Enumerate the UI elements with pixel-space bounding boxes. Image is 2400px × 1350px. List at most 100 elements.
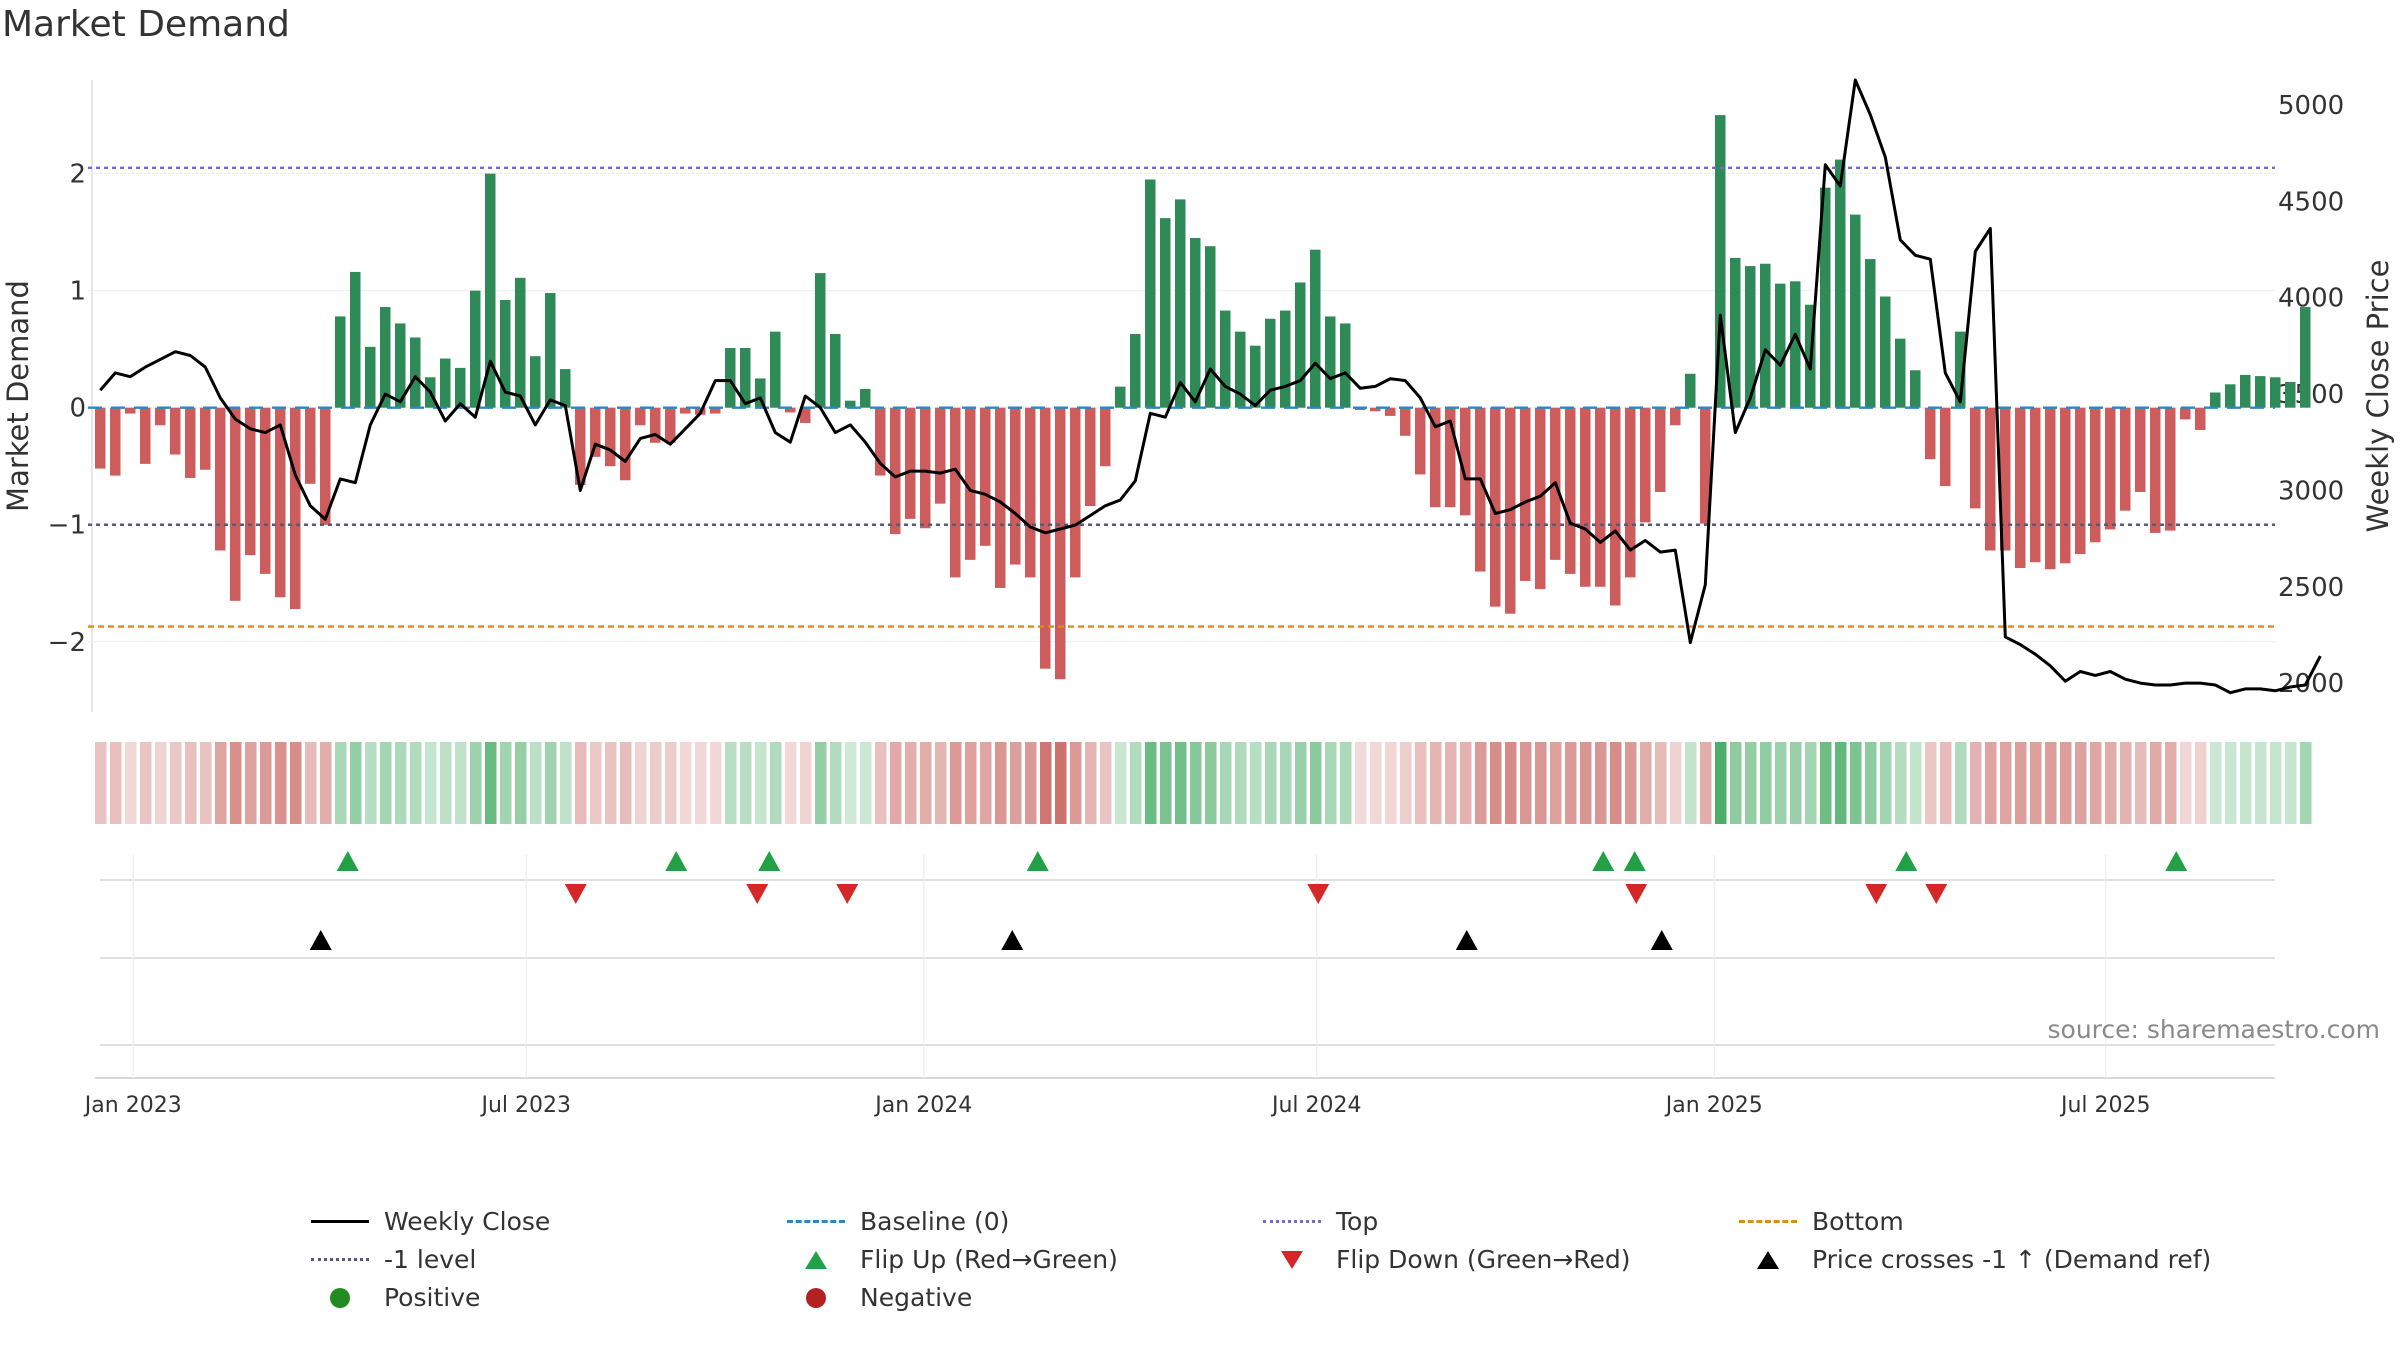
heat-strip-cell <box>1925 742 1937 824</box>
demand-bar <box>500 300 511 408</box>
xtick-label: Jan 2023 <box>83 1093 182 1118</box>
demand-bar <box>1490 407 1501 607</box>
heat-strip-cell <box>2060 742 2072 824</box>
heat-strip-cell <box>1790 742 1802 824</box>
demand-bar <box>1265 318 1276 408</box>
demand-bar <box>545 293 556 408</box>
xtick-label: Jul 2023 <box>479 1093 571 1118</box>
demand-bar <box>290 407 301 610</box>
demand-bar <box>1625 407 1636 578</box>
demand-bar <box>1160 218 1171 408</box>
heat-strip-cell <box>545 742 557 824</box>
demand-bar <box>140 407 151 464</box>
demand-bar <box>1025 407 1036 578</box>
heat-strip-cell <box>1835 742 1847 824</box>
demand-bar <box>2045 407 2056 570</box>
flip-down-marker <box>746 884 769 904</box>
price-cross-marker <box>1001 930 1024 950</box>
demand-bar <box>770 331 781 408</box>
heat-strip-cell <box>365 742 377 824</box>
demand-bar <box>650 407 661 443</box>
demand-bar <box>2270 377 2281 408</box>
heat-strip-cell <box>815 742 827 824</box>
demand-bar <box>575 407 586 485</box>
left-axis-title: Market Demand <box>1 280 35 512</box>
demand-bar <box>2210 392 2221 408</box>
heat-strip-cell <box>650 742 662 824</box>
demand-bar <box>2105 407 2116 530</box>
heat-strip-cell <box>2075 742 2087 824</box>
demand-bar <box>1340 323 1351 408</box>
demand-bar <box>155 407 166 426</box>
legend-minus1-label: -1 level <box>384 1245 477 1274</box>
demand-bar <box>1520 407 1531 581</box>
heat-strip-cell <box>2015 742 2027 824</box>
heat-strip-cell <box>185 742 197 824</box>
demand-bar <box>875 407 886 476</box>
heat-strip-cell <box>1580 742 1592 824</box>
demand-bar <box>1325 316 1336 408</box>
xtick-label: Jul 2024 <box>1270 1093 1362 1118</box>
legend-minus1: -1 level <box>310 1245 476 1274</box>
heat-strip-cell <box>1625 742 1637 824</box>
flip-down-marker <box>1307 884 1330 904</box>
demand-bar <box>1670 407 1681 426</box>
demand-bar <box>1565 407 1576 574</box>
legend-weekly-close-label: Weekly Close <box>384 1207 551 1236</box>
demand-bar <box>605 407 616 467</box>
heat-strip-cell <box>1085 742 1097 824</box>
demand-bar <box>335 316 346 408</box>
left-ytick-label: 2 <box>69 160 86 190</box>
demand-bar <box>2195 407 2206 430</box>
heat-strip-cell <box>1280 742 1292 824</box>
demand-bar <box>755 378 766 408</box>
heat-strip-cell <box>2255 742 2267 824</box>
legend-top-label: Top <box>1336 1207 1379 1236</box>
heat-strip-cell <box>1265 742 1277 824</box>
flip-up-marker <box>758 851 781 871</box>
heat-strip-cell <box>1325 742 1337 824</box>
heat-strip-cell <box>1235 742 1247 824</box>
heat-strip-cell <box>1970 742 1982 824</box>
heat-strip-cell <box>1535 742 1547 824</box>
heat-strip-cell <box>1820 742 1832 824</box>
demand-bar <box>215 407 226 551</box>
heat-strip-cell <box>965 742 977 824</box>
heat-strip-cell <box>1115 742 1127 824</box>
demand-bar <box>530 356 541 408</box>
heat-strip-cell <box>770 742 782 824</box>
heat-strip-cell <box>275 742 287 824</box>
demand-bar <box>665 407 676 443</box>
demand-bar <box>1880 296 1891 408</box>
heat-strip-cell <box>290 742 302 824</box>
heat-strip-cell <box>935 742 947 824</box>
demand-bar <box>1700 407 1711 524</box>
heat-strip-cell <box>905 742 917 824</box>
demand-bar <box>1610 407 1621 606</box>
demand-bar <box>620 407 631 481</box>
demand-bar <box>1415 407 1426 475</box>
flip-up-marker <box>336 851 359 871</box>
demand-bar <box>680 407 691 414</box>
heat-strip-cell <box>1145 742 1157 824</box>
heat-strip-cell <box>425 742 437 824</box>
demand-bar <box>1955 331 1966 408</box>
heat-strip-cell <box>500 742 512 824</box>
heat-strip-cell <box>140 742 152 824</box>
heat-strip-cell <box>440 742 452 824</box>
heat-strip-cell <box>590 742 602 824</box>
legend-baseline-label: Baseline (0) <box>860 1207 1010 1236</box>
demand-bar <box>1145 179 1156 408</box>
demand-bar <box>2180 407 2191 420</box>
demand-bar <box>125 407 136 414</box>
demand-bar <box>1130 333 1141 408</box>
heat-strip-cell <box>1610 742 1622 824</box>
heat-strip-cell <box>1220 742 1232 824</box>
heat-strip-cell <box>920 742 932 824</box>
demand-bar <box>1685 373 1696 408</box>
right-ytick-label: 4000 <box>2278 284 2344 314</box>
heat-strip-cell <box>1880 742 1892 824</box>
demand-bar <box>2300 307 2311 408</box>
heat-strip-cell <box>710 742 722 824</box>
heat-strip-cell <box>515 742 527 824</box>
